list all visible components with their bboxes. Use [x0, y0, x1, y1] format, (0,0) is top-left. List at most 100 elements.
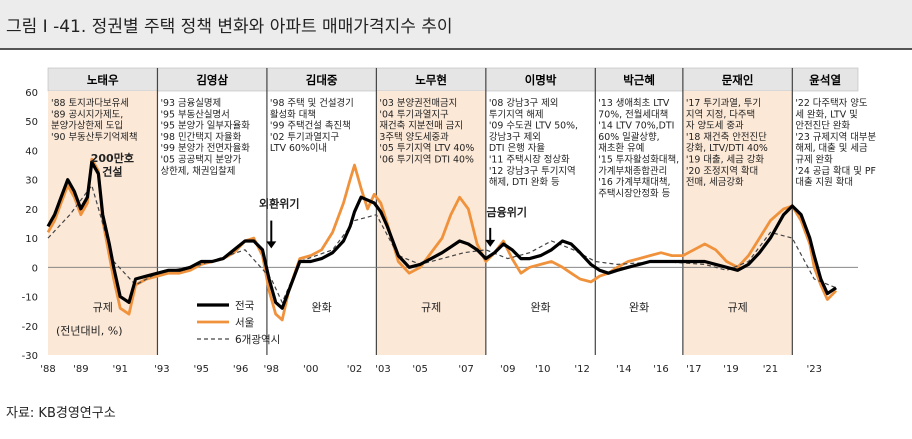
x-tick-label-3: '93: [154, 364, 169, 375]
policy-stance-2: 완화: [312, 301, 332, 314]
policy-note-0-3: '90 부동산투기억제책: [51, 131, 138, 143]
regime-name-1: 김영삼: [196, 73, 228, 87]
annotation-1: 건설: [102, 164, 122, 178]
policy-note-5-3: 60% 일괄상향,: [598, 131, 659, 143]
policy-note-7-1: 세 완화, LTV 및: [795, 108, 858, 120]
x-tick-label-10: '05: [412, 364, 427, 375]
y-tick-label-9: -30: [22, 351, 38, 362]
policy-note-6-4: 강화, LTV/DTI 40%: [686, 143, 768, 154]
policy-note-1-1: '95 부동산실명서: [160, 109, 229, 120]
policy-note-4-5: '11 주택시장 정상화: [489, 155, 570, 166]
policy-note-3-1: '04 투기과열지구: [379, 109, 449, 120]
policy-stance-3: 규제: [421, 301, 441, 314]
y-tick-label-5: 10: [25, 234, 38, 245]
y-tick-label-6: 0: [32, 263, 38, 274]
policy-note-3-2: 재건축 지분전매 금지: [379, 121, 463, 132]
policy-note-7-3: '23 규제지역 대부분: [795, 132, 876, 143]
policy-note-5-8: 주택시장안정화 등: [598, 188, 670, 199]
policy-note-2-4: LTV 60%이내: [270, 143, 327, 154]
y-tick-label-4: 20: [25, 205, 38, 216]
policy-note-3-5: '06 투기지역 DTI 40%: [379, 155, 474, 166]
policy-note-1-6: 상한제, 채권입찰제: [160, 165, 235, 177]
regime-shade-3: [376, 91, 486, 355]
policy-note-0-1: '89 공시지가제도,: [51, 109, 123, 120]
policy-note-4-1: 투기지역 해제: [489, 108, 544, 120]
policy-note-1-5: '05 공공택지 분양가: [160, 155, 241, 166]
y-tick-label-2: 40: [25, 146, 38, 157]
policy-stance-5: 완화: [629, 301, 649, 314]
policy-stance-6: 규제: [727, 301, 747, 314]
x-tick-label-1: '89: [73, 364, 88, 375]
policy-note-3-3: 3주택 양도세중과: [379, 132, 449, 143]
x-tick-label-9: '03: [375, 364, 390, 375]
x-tick-label-5: '96: [233, 364, 248, 375]
policy-note-2-1: 활성화 대책: [270, 108, 316, 120]
y-tick-label-0: 60: [25, 88, 38, 99]
policy-note-6-5: '19 대출, 세금 강화: [686, 155, 765, 166]
policy-note-5-6: 가계부채종합관리: [598, 165, 667, 177]
annotation-3: 금융위기: [487, 205, 527, 219]
x-tick-label-15: '14: [616, 364, 631, 375]
x-tick-label-7: '00: [303, 364, 318, 375]
y-tick-label-7: -10: [22, 293, 38, 304]
policy-note-6-6: '20 조정지역 확대: [686, 165, 758, 177]
x-tick-label-19: '21: [763, 364, 778, 375]
source-note: 자료: KB경영연구소: [6, 406, 116, 421]
policy-note-7-5: 규제 완화: [795, 155, 833, 166]
x-tick-label-17: '17: [686, 364, 701, 375]
x-tick-label-0: '88: [40, 364, 55, 375]
x-tick-label-14: '12: [574, 364, 589, 375]
legend-label-1: 서울: [235, 317, 255, 329]
figure-title: 그림 Ⅰ -41. 정권별 주택 정책 변화와 아파트 매매가격지수 추이: [6, 17, 453, 37]
policy-note-7-6: '24 공급 확대 및 PF: [795, 165, 876, 177]
policy-note-2-0: '98 주택 및 건설경기: [270, 97, 354, 109]
policy-note-3-4: '05 투기지역 LTV 40%: [379, 143, 474, 154]
policy-note-3-0: '03 분양권전매금지: [379, 97, 457, 109]
policy-note-5-7: '16 가계부채대책,: [598, 176, 670, 188]
policy-note-4-7: 해제, DTI 완화 등: [489, 176, 560, 188]
regime-name-6: 문재인: [722, 73, 754, 87]
policy-note-6-7: 전매, 세금강화: [686, 177, 744, 188]
y-tick-label-1: 50: [25, 117, 38, 128]
regime-name-2: 김대중: [306, 73, 338, 87]
policy-note-4-3: 강남3구 제외: [489, 131, 541, 143]
policy-note-4-0: '08 강남3구 제외: [489, 97, 559, 109]
regime-shade-6: [682, 91, 793, 355]
policy-note-6-3: '18 재건축 안전진단: [686, 132, 767, 143]
regime-name-7: 윤석열: [809, 73, 841, 87]
policy-note-6-1: 지역 지정, 다주택: [686, 109, 755, 120]
regime-name-0: 노태우: [87, 73, 119, 87]
title-bar: 그림 Ⅰ -41. 정권별 주택 정책 변화와 아파트 매매가격지수 추이: [0, 0, 912, 50]
policy-note-7-7: 대출 지원 확대: [795, 176, 853, 188]
x-tick-label-11: '07: [458, 364, 473, 375]
crisis-arrow-2008-head: [485, 239, 496, 247]
policy-note-0-2: 분양가상한제 도입: [51, 120, 123, 132]
policy-note-1-4: '99 분양가 전면자율화: [160, 143, 250, 154]
policy-note-5-2: '14 LTV 70%,DTI: [598, 121, 674, 132]
policy-note-1-0: '93 금융실명제: [160, 98, 221, 109]
policy-note-5-4: 재초환 유예: [598, 142, 644, 154]
annotation-2: 외환위기: [259, 196, 299, 210]
x-tick-label-20: '23: [806, 364, 821, 375]
policy-note-5-1: 70%, 전월세대책: [598, 108, 668, 120]
regime-name-3: 노무현: [415, 73, 447, 87]
policy-note-5-5: '15 투자활성화대책,: [598, 154, 679, 166]
x-tick-label-4: '95: [194, 364, 209, 375]
policy-note-7-2: 안전진단 완화: [795, 121, 850, 132]
policy-note-5-0: '13 생애최초 LTV: [598, 98, 670, 109]
policy-note-2-2: '99 주택건설 촉진책: [270, 121, 351, 132]
policy-note-0-0: '88 토지과다보유세: [51, 98, 129, 109]
annotation-0: 200만호: [91, 151, 134, 165]
x-tick-label-2: '91: [113, 364, 128, 375]
policy-stance-4: 완화: [530, 301, 550, 314]
policy-note-6-2: 자 양도세 중과: [686, 121, 744, 132]
regime-name-5: 박근혜: [623, 73, 655, 87]
y-axis-unit: (전년대비, %): [56, 325, 123, 338]
y-tick-label-3: 30: [25, 176, 38, 187]
policy-note-4-6: '12 강남3구 투기지역: [489, 166, 576, 177]
policy-note-7-0: '22 다주택자 양도: [795, 98, 868, 109]
policy-note-1-2: '95 분양가 일부자율화: [160, 121, 250, 132]
policy-note-4-4: DTI 은행 자율: [489, 142, 546, 154]
x-tick-label-18: '19: [723, 364, 738, 375]
